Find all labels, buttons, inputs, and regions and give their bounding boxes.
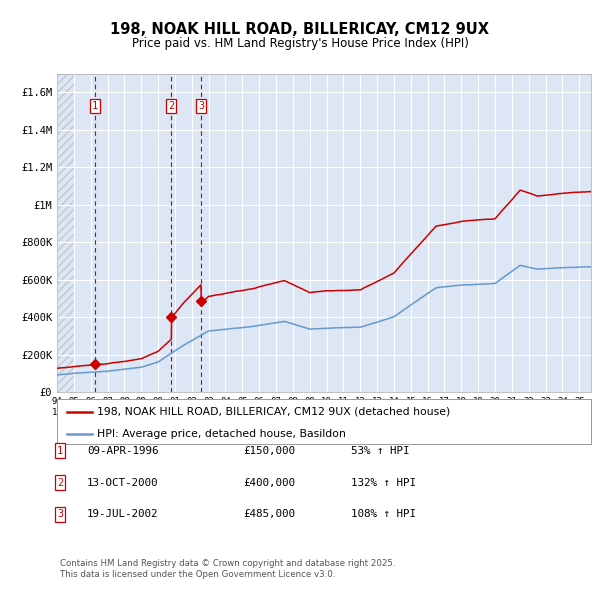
Text: £485,000: £485,000 — [243, 510, 295, 519]
Text: 3: 3 — [57, 510, 63, 519]
Text: 198, NOAK HILL ROAD, BILLERICAY, CM12 9UX (detached house): 198, NOAK HILL ROAD, BILLERICAY, CM12 9U… — [97, 407, 450, 417]
Text: 13-OCT-2000: 13-OCT-2000 — [87, 478, 158, 487]
Text: Contains HM Land Registry data © Crown copyright and database right 2025.: Contains HM Land Registry data © Crown c… — [60, 559, 395, 568]
Text: This data is licensed under the Open Government Licence v3.0.: This data is licensed under the Open Gov… — [60, 570, 335, 579]
Text: 09-APR-1996: 09-APR-1996 — [87, 446, 158, 455]
Text: 132% ↑ HPI: 132% ↑ HPI — [351, 478, 416, 487]
Text: 3: 3 — [198, 101, 204, 110]
Bar — [57, 74, 74, 392]
Text: HPI: Average price, detached house, Basildon: HPI: Average price, detached house, Basi… — [97, 429, 346, 439]
Text: 1: 1 — [57, 446, 63, 455]
Text: 198, NOAK HILL ROAD, BILLERICAY, CM12 9UX: 198, NOAK HILL ROAD, BILLERICAY, CM12 9U… — [110, 22, 490, 37]
Text: 108% ↑ HPI: 108% ↑ HPI — [351, 510, 416, 519]
Text: 2: 2 — [168, 101, 175, 110]
Text: 1: 1 — [92, 101, 98, 110]
Text: 53% ↑ HPI: 53% ↑ HPI — [351, 446, 409, 455]
Text: 19-JUL-2002: 19-JUL-2002 — [87, 510, 158, 519]
Text: 2: 2 — [57, 478, 63, 487]
Text: Price paid vs. HM Land Registry's House Price Index (HPI): Price paid vs. HM Land Registry's House … — [131, 37, 469, 50]
Text: £150,000: £150,000 — [243, 446, 295, 455]
Text: £400,000: £400,000 — [243, 478, 295, 487]
